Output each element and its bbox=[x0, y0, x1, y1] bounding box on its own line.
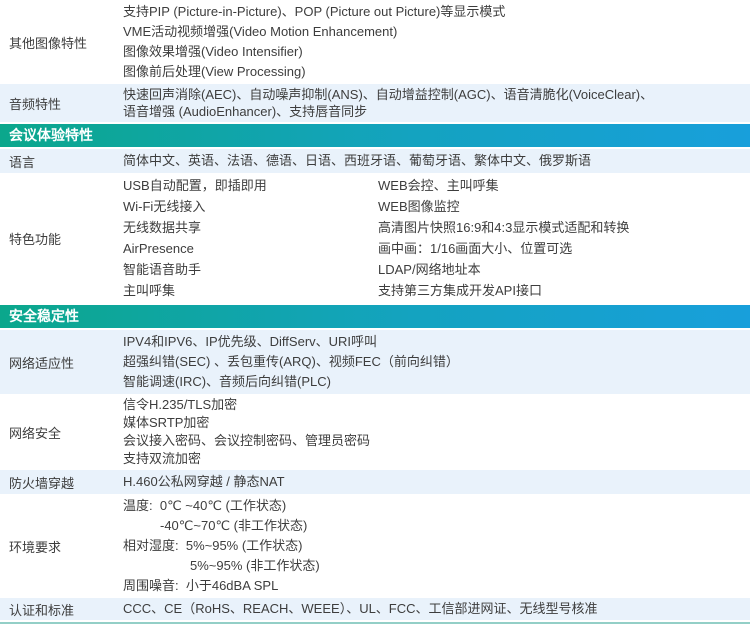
spec-line: 主叫呼集 bbox=[123, 283, 176, 298]
spec-line: 支持双流加密 bbox=[123, 451, 202, 466]
spec-line: 会议接入密码、会议控制密码、管理员密码 bbox=[123, 433, 371, 448]
features-columns: USB自动配置，即插即用 Wi-Fi无线接入 无线数据共享 AirPresenc… bbox=[123, 175, 740, 301]
row-label: 认证和标准 bbox=[9, 602, 75, 618]
spec-line: 图像效果增强(Video Intensifier) bbox=[123, 44, 303, 59]
row-label: 网络安全 bbox=[9, 425, 62, 441]
spec-line: 周围噪音: 小于46dBA SPL bbox=[123, 578, 279, 593]
spec-line: 智能调速(IRC)、音频后向纠错(PLC) bbox=[123, 374, 331, 389]
row-label: 特色功能 bbox=[9, 231, 62, 247]
spec-line: 媒体SRTP加密 bbox=[123, 415, 210, 430]
spec-line: LDAP/网络地址本 bbox=[378, 262, 481, 277]
spec-line: 支持第三方集成开发API接口 bbox=[378, 283, 542, 298]
row-content: 信令H.235/TLS加密 媒体SRTP加密 会议接入密码、会议控制密码、管理员… bbox=[123, 394, 750, 470]
spec-row-firewall-traversal: 防火墙穿越 H.460公私网穿越 / 静态NAT bbox=[0, 470, 750, 494]
section-header-experience: 会议体验特性 bbox=[0, 124, 750, 147]
row-label: 环境要求 bbox=[9, 539, 62, 555]
spec-line: 超强纠错(SEC) 、丢包重传(ARQ)、视频FEC（前向纠错） bbox=[123, 354, 459, 369]
spec-line: 智能语音助手 bbox=[123, 262, 202, 277]
spec-line: CCC、CE（RoHS、REACH、WEEE）、UL、FCC、工信部进网证、无线… bbox=[123, 601, 598, 616]
row-label: 其他图像特性 bbox=[9, 35, 88, 51]
features-column-left: USB自动配置，即插即用 Wi-Fi无线接入 无线数据共享 AirPresenc… bbox=[123, 175, 378, 301]
row-content: IPV4和IPV6、IP优先级、DiffServ、URI呼叫 超强纠错(SEC)… bbox=[123, 330, 750, 394]
spec-line: VME活动视频增强(Video Motion Enhancement) bbox=[123, 24, 398, 39]
spec-row-special-features: 特色功能 USB自动配置，即插即用 Wi-Fi无线接入 无线数据共享 AirPr… bbox=[0, 173, 750, 303]
spec-line: 信令H.235/TLS加密 bbox=[123, 397, 238, 412]
row-label: 音频特性 bbox=[9, 96, 62, 112]
section-header-security: 安全稳定性 bbox=[0, 305, 750, 328]
row-label: 防火墙穿越 bbox=[9, 475, 75, 491]
spec-line: -40℃~70℃ (非工作状态) bbox=[160, 518, 308, 533]
spec-line: H.460公私网穿越 / 静态NAT bbox=[123, 474, 285, 489]
spec-line: 画中画：1/16画面大小、位置可选 bbox=[378, 241, 573, 256]
spec-line: Wi-Fi无线接入 bbox=[123, 199, 206, 214]
spec-line: USB自动配置，即插即用 bbox=[123, 178, 267, 193]
row-label: 网络适应性 bbox=[9, 355, 75, 371]
spec-row-other-image-features: 其他图像特性 支持PIP (Picture-in-Picture)、POP (P… bbox=[0, 0, 750, 84]
spec-row-language: 语言 简体中文、英语、法语、德语、日语、西班牙语、葡萄牙语、繁体中文、俄罗斯语 bbox=[0, 149, 750, 173]
row-content: H.460公私网穿越 / 静态NAT bbox=[123, 470, 750, 494]
spec-row-certification-standards: 认证和标准 CCC、CE（RoHS、REACH、WEEE）、UL、FCC、工信部… bbox=[0, 598, 750, 620]
spec-row-network-security: 网络安全 信令H.235/TLS加密 媒体SRTP加密 会议接入密码、会议控制密… bbox=[0, 394, 750, 470]
spec-line: 相对湿度: 5%~95% (工作状态) bbox=[123, 538, 303, 553]
spec-line: 无线数据共享 bbox=[123, 220, 202, 235]
row-content: USB自动配置，即插即用 Wi-Fi无线接入 无线数据共享 AirPresenc… bbox=[123, 173, 750, 303]
spec-row-audio-features: 音频特性 快速回声消除(AEC)、自动噪声抑制(ANS)、自动增益控制(AGC)… bbox=[0, 84, 750, 122]
spec-line: 快速回声消除(AEC)、自动噪声抑制(ANS)、自动增益控制(AGC)、语音清脆… bbox=[123, 87, 654, 102]
row-content: 支持PIP (Picture-in-Picture)、POP (Picture … bbox=[123, 0, 750, 84]
spec-line: 温度: 0℃ ~40℃ (工作状态) bbox=[123, 498, 287, 513]
row-content: 温度: 0℃ ~40℃ (工作状态) -40℃~70℃ (非工作状态) 相对湿度… bbox=[123, 494, 750, 598]
spec-row-network-adaptability: 网络适应性 IPV4和IPV6、IP优先级、DiffServ、URI呼叫 超强纠… bbox=[0, 330, 750, 394]
row-content: CCC、CE（RoHS、REACH、WEEE）、UL、FCC、工信部进网证、无线… bbox=[123, 598, 750, 620]
spec-line: 简体中文、英语、法语、德语、日语、西班牙语、葡萄牙语、繁体中文、俄罗斯语 bbox=[123, 153, 592, 168]
spec-line: 5%~95% (非工作状态) bbox=[190, 558, 320, 573]
spec-line: 语音增强 (AudioEnhancer)、支持唇音同步 bbox=[123, 104, 368, 119]
spec-line: 高清图片快照16:9和4:3显示模式适配和转换 bbox=[378, 220, 630, 235]
spec-line: WEB会控、主叫呼集 bbox=[378, 178, 499, 193]
spec-line: WEB图像监控 bbox=[378, 199, 460, 214]
spec-line: IPV4和IPV6、IP优先级、DiffServ、URI呼叫 bbox=[123, 334, 378, 349]
spec-line: AirPresence bbox=[123, 241, 194, 256]
spec-row-environment-requirements: 环境要求 温度: 0℃ ~40℃ (工作状态) -40℃~70℃ (非工作状态)… bbox=[0, 494, 750, 598]
row-content: 快速回声消除(AEC)、自动噪声抑制(ANS)、自动增益控制(AGC)、语音清脆… bbox=[123, 84, 750, 122]
spec-line: 图像前后处理(View Processing) bbox=[123, 64, 306, 79]
row-label: 语言 bbox=[9, 154, 36, 170]
spec-line: 支持PIP (Picture-in-Picture)、POP (Picture … bbox=[123, 4, 506, 19]
features-column-right: WEB会控、主叫呼集 WEB图像监控 高清图片快照16:9和4:3显示模式适配和… bbox=[378, 175, 740, 301]
row-content: 简体中文、英语、法语、德语、日语、西班牙语、葡萄牙语、繁体中文、俄罗斯语 bbox=[123, 149, 750, 173]
